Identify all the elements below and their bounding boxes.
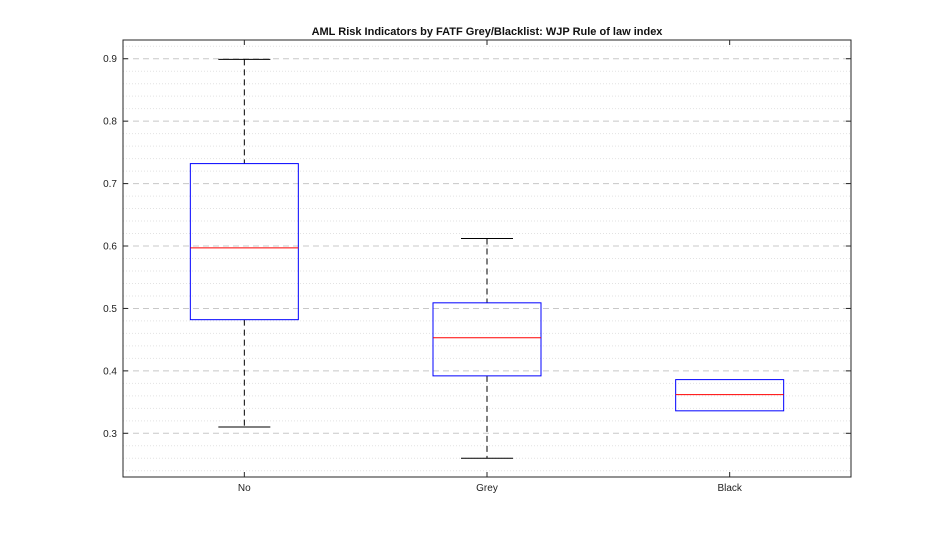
box-group-black (675, 379, 785, 412)
y-tick-label: 0.6 (103, 242, 117, 253)
chart-title: AML Risk Indicators by FATF Grey/Blackli… (312, 26, 664, 38)
grid-layer (123, 45, 851, 472)
iqr-box (432, 302, 542, 377)
y-tick-label: 0.4 (103, 366, 117, 377)
x-tick-label: Black (717, 483, 742, 494)
x-tick-label: No (238, 483, 251, 494)
iqr-box (675, 379, 785, 412)
y-tick-label: 0.3 (103, 429, 117, 440)
y-tick-label: 0.8 (103, 117, 117, 128)
y-tick-label: 0.7 (103, 179, 117, 190)
iqr-box (189, 163, 299, 321)
x-tick-label: Grey (476, 483, 498, 494)
box-group-grey (432, 238, 542, 459)
tick-layer: 0.3 0.4 0.5 0.6 0.7 0.8 0.9 No Grey Black (103, 40, 851, 494)
box-layer (189, 58, 785, 459)
box-group-no (189, 58, 299, 428)
y-tick-label: 0.9 (103, 54, 117, 65)
y-tick-label: 0.5 (103, 304, 117, 315)
